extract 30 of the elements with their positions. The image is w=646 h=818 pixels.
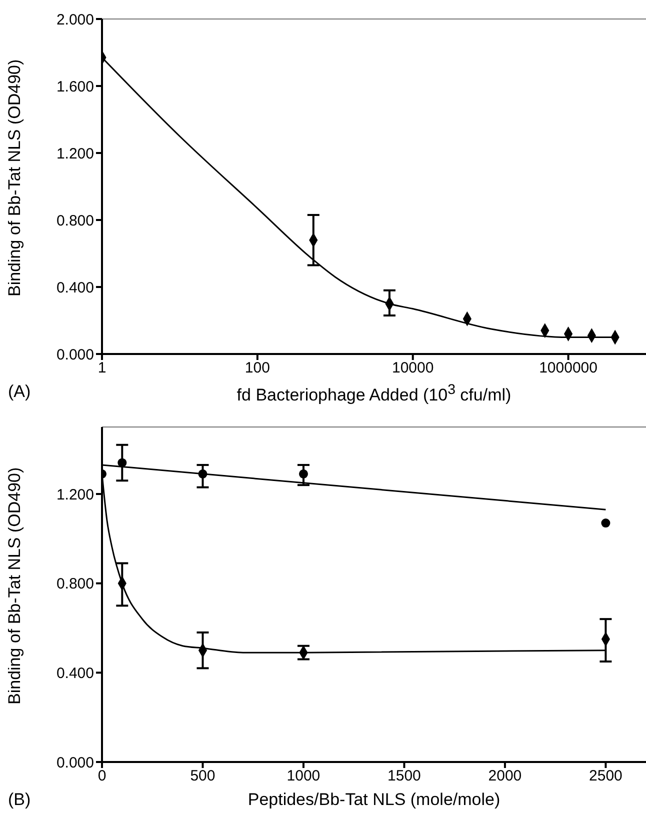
- x-tick-label: 1000: [286, 768, 320, 785]
- x-tick-label: 2500: [589, 768, 622, 785]
- x-tick-label: 500: [190, 768, 216, 785]
- text: (B): [8, 790, 31, 810]
- y-tick-label: 0.000: [56, 754, 94, 772]
- y-tick-label: 0.400: [56, 279, 94, 296]
- x-tick-label: 1000000: [539, 360, 598, 377]
- x-tick-label: 1500: [388, 768, 421, 785]
- y-tick-label: 1.200: [56, 486, 94, 504]
- x-tick-label: 10000: [392, 360, 434, 377]
- x-tick-label: 1: [98, 360, 106, 377]
- point: [198, 469, 208, 478]
- point: [118, 458, 127, 468]
- point: [298, 469, 308, 478]
- y-axis-title: Binding of Bb-Tat NLS (OD490): [5, 467, 24, 704]
- x-tick-label: 0: [98, 768, 106, 785]
- x-axis-title: fd Bacteriophage Added (10$^{3}$ cfu/ml): [236, 382, 512, 406]
- point: [601, 518, 610, 528]
- y-tick-label: 0.800: [56, 576, 94, 593]
- y-tick-label: 0.800: [56, 212, 94, 230]
- y-axis-title: Binding of Bb-Tat NLS (OD490): [5, 59, 24, 296]
- y-tick-label: 0.400: [56, 664, 94, 682]
- y-tick-label: 2.000: [56, 11, 94, 28]
- x-tick-label: 100: [244, 360, 270, 377]
- y-tick-label: 0.000: [56, 346, 94, 364]
- x-tick-label: 2000: [488, 768, 522, 785]
- x-axis-title: Peptides/Bb-Tat NLS (mole/mole): [246, 790, 502, 810]
- y-tick-label: 1.600: [56, 78, 94, 96]
- text: (A): [8, 382, 31, 402]
- y-tick-label: 1.200: [56, 145, 94, 162]
